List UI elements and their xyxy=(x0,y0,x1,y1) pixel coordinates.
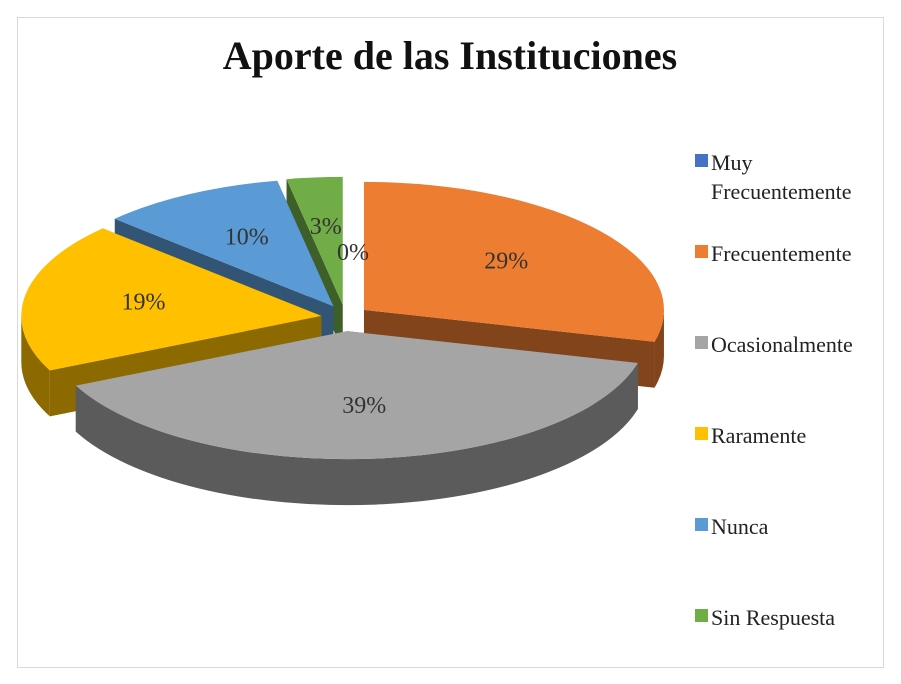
slice-top xyxy=(114,180,334,307)
data-label: 29% xyxy=(484,248,528,274)
slice-top xyxy=(286,176,343,305)
slice-top xyxy=(363,181,664,342)
slice-side xyxy=(21,315,50,417)
legend-label: Frecuentemente xyxy=(711,241,852,266)
legend-label: Ocasionalmente xyxy=(711,332,853,357)
slice-side xyxy=(654,309,664,388)
data-label: 39% xyxy=(342,393,386,419)
slice xyxy=(75,331,638,506)
legend-label: Muy Frecuentemente xyxy=(711,150,852,204)
legend-item: Frecuentemente xyxy=(695,239,895,330)
legend-item: Ocasionalmente xyxy=(695,330,895,421)
slice-top xyxy=(21,228,322,371)
legend-label: Raramente xyxy=(711,423,807,448)
slice-top xyxy=(75,331,638,460)
legend-swatch xyxy=(695,609,708,622)
data-label: 19% xyxy=(122,289,166,315)
legend-swatch xyxy=(695,336,708,349)
legend-label: Nunca xyxy=(711,514,769,539)
legend-item: Raramente xyxy=(695,421,895,512)
data-label: 10% xyxy=(225,225,269,251)
legend: Muy Frecuentemente Frecuentemente Ocasiona… xyxy=(695,148,895,684)
legend-item: Nunca xyxy=(695,512,895,603)
chart-title: Aporte de las Instituciones xyxy=(223,33,677,78)
legend-swatch xyxy=(695,427,708,440)
data-label: 3% xyxy=(310,214,342,240)
legend-swatch xyxy=(695,245,708,258)
legend-swatch xyxy=(695,518,708,531)
data-label: 0% xyxy=(337,240,369,266)
legend-item: Muy Frecuentemente xyxy=(695,148,895,239)
slice-side xyxy=(75,362,638,506)
legend-item: Sin Respuesta xyxy=(695,603,895,684)
legend-swatch xyxy=(695,154,708,167)
legend-label: Sin Respuesta xyxy=(711,605,836,630)
